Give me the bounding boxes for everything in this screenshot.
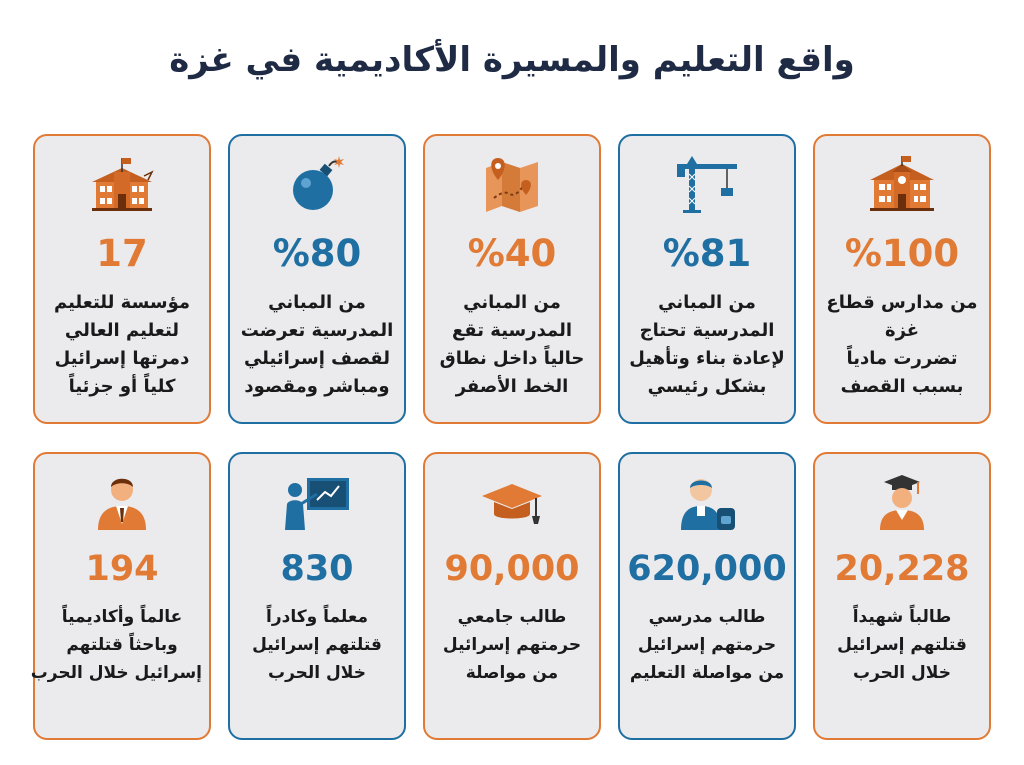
stat-value: %40 [467,232,557,275]
desc-line: بسبب القصف [840,375,964,397]
stat-value: 20,228 [834,549,970,589]
stat-card-schools-damaged: %100 من مدارس قطاع غزة تضررت مادياً بسبب… [813,134,991,424]
stat-description: عالماً وأكاديمياً وباحثاً قتلتهم إسرائيل… [30,603,202,687]
graduate-student-icon [866,472,938,532]
stat-card-school-students: 620,000 طالب مدرسي حرمتهم إسرائيل من موا… [618,452,796,740]
bomb-icon [281,154,353,214]
desc-line: وباحثاً قتلتهم [66,634,178,655]
desc-line: بشكل رئيسي [647,375,767,397]
school-building-icon [866,154,938,214]
desc-line: من مدارس قطاع [826,291,978,313]
desc-line: الخط الأصفر [455,375,569,397]
stat-description: من المباني المدرسية تقع حالياً داخل نطاق… [432,289,592,401]
desc-line: من المباني [268,291,366,313]
stat-description: من مدارس قطاع غزة تضررت مادياً بسبب القص… [822,289,982,401]
stat-card-yellow-line: %40 من المباني المدرسية تقع حالياً داخل … [423,134,601,424]
stat-value: 17 [96,232,148,275]
desc-line: حرمتهم إسرائيل [637,634,777,655]
desc-line: حرمتهم إسرائيل [442,634,582,655]
stat-description: معلماً وكادراً قتلتهم إسرائيل خلال الحرب [237,603,397,687]
desc-line: المدرسية تعرضت [240,319,394,341]
stat-card-higher-education: 17 مؤسسة للتعليم لتعليم العالي دمرتها إس… [33,134,211,424]
desc-line: من المباني [658,291,756,313]
stat-value: %100 [844,232,960,275]
desc-line: قتلتهم إسرائيل [837,634,967,655]
desc-line: من مواصلة التعليم [629,662,785,683]
stat-value: 90,000 [444,549,580,589]
desc-line: لقصف إسرائيلي [243,347,391,369]
desc-line: خلال الحرب [853,662,951,683]
desc-line: ومباشر ومقصود [244,375,390,397]
graduation-cap-icon [476,472,548,532]
schoolboy-backpack-icon [671,472,743,532]
desc-line: قتلتهم إسرائيل [252,634,382,655]
stats-grid: %100 من مدارس قطاع غزة تضررت مادياً بسبب… [30,134,991,740]
stat-card-academics-killed: 194 عالماً وأكاديمياً وباحثاً قتلتهم إسر… [30,452,211,740]
stat-card-rebuild-needed: %81 من المباني المدرسية تحتاج لإعادة بنا… [618,134,796,424]
desc-line: غزة [884,319,920,341]
desc-line: من المباني [463,291,561,313]
desc-line: من مواصلة [465,662,559,683]
construction-crane-icon [671,154,743,214]
stat-card-university-students: 90,000 طالب جامعي حرمتهم إسرائيل من مواص… [423,452,601,740]
desc-line: مؤسسة للتعليم [53,291,191,313]
stat-card-students-killed: 20,228 طالباً شهيداً قتلتهم إسرائيل خلال… [813,452,991,740]
desc-line: كلياً أو جزئياً [68,375,176,397]
university-building-icon [86,154,158,214]
desc-line: إسرائيل خلال الحرب [30,662,202,683]
desc-line: حالياً داخل نطاق [439,347,585,369]
desc-line: طالب جامعي [457,606,567,627]
stat-value: 620,000 [627,549,787,589]
stat-card-teachers-killed: 830 معلماً وكادراً قتلتهم إسرائيل خلال ا… [228,452,406,740]
stat-value: 194 [85,549,159,589]
desc-line: المدرسية تحتاج [639,319,775,341]
map-pin-icon [476,154,548,214]
desc-line: خلال الحرب [268,662,366,683]
desc-line: المدرسية تقع [452,319,572,341]
desc-line: تضررت مادياً [846,347,958,369]
desc-line: معلماً وكادراً [266,606,368,627]
desc-line: طالب مدرسي [648,606,766,627]
stat-value: %80 [272,232,362,275]
desc-line: عالماً وأكاديمياً [61,606,183,627]
stat-value: 830 [280,549,354,589]
stat-description: من المباني المدرسية تحتاج لإعادة بناء وت… [627,289,787,401]
desc-line: لإعادة بناء وتأهيل [629,347,785,369]
stat-description: من المباني المدرسية تعرضت لقصف إسرائيلي … [237,289,397,401]
desc-line: لتعليم العالي [64,319,180,341]
desc-line: طالباً شهيداً [852,606,952,627]
desc-line: دمرتها إسرائيل [54,347,190,369]
stat-description: مؤسسة للتعليم لتعليم العالي دمرتها إسرائ… [42,289,202,401]
stat-description: طالباً شهيداً قتلتهم إسرائيل خلال الحرب [822,603,982,687]
stat-description: طالب مدرسي حرمتهم إسرائيل من مواصلة التع… [627,603,787,687]
academic-person-icon [86,472,158,532]
stat-card-bombed: %80 من المباني المدرسية تعرضت لقصف إسرائ… [228,134,406,424]
stat-description: طالب جامعي حرمتهم إسرائيل من مواصلة [432,603,592,687]
teacher-board-icon [281,472,353,532]
stat-value: %81 [662,232,752,275]
page-title: واقع التعليم والمسيرة الأكاديمية في غزة [169,40,855,80]
